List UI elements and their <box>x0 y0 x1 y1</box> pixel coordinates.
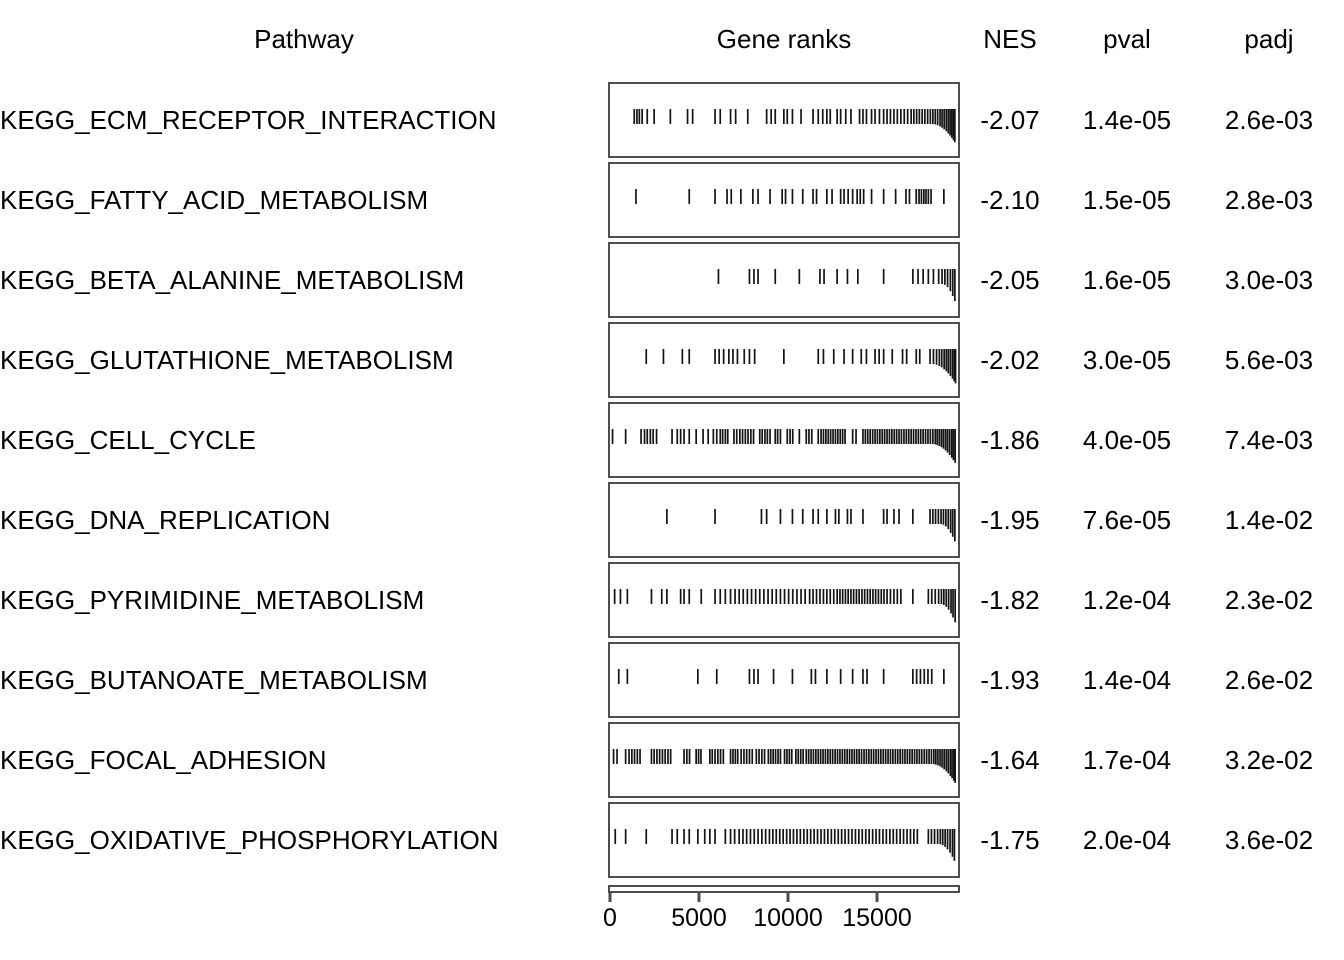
rank-axis-row: 0 5000 10000 15000 <box>0 880 1344 932</box>
pval-value: 1.5e-05 <box>1082 184 1172 215</box>
padj-value: 2.6e-03 <box>1224 104 1314 135</box>
padj-value: 7.4e-03 <box>1224 424 1314 455</box>
padj-value: 3.0e-03 <box>1224 264 1314 295</box>
axis-tick-label: 5000 <box>671 904 727 932</box>
axis-tick-mark <box>875 893 879 902</box>
gene-ranks-panel <box>608 802 960 878</box>
gene-ranks-barcode-plot <box>635 189 945 204</box>
gene-ranks-barcode-plot <box>611 429 956 463</box>
pval-value: 1.4e-04 <box>1082 664 1172 695</box>
column-header-pval: pval <box>1103 23 1151 54</box>
gsea-results-table: Pathway Gene ranks NES pval padj <box>0 0 1344 80</box>
pval-value: 4.0e-05 <box>1082 424 1172 455</box>
axis-tick-label: 15000 <box>842 904 912 932</box>
axis-tick-mark <box>608 893 612 902</box>
padj-value: 3.6e-02 <box>1224 824 1314 855</box>
gene-ranks-panel <box>608 242 960 318</box>
pval-value: 3.0e-05 <box>1082 344 1172 375</box>
pathway-label: KEGG_GLUTATHIONE_METABOLISM <box>0 344 454 375</box>
nes-value: -2.07 <box>980 104 1040 135</box>
pval-value: 1.7e-04 <box>1082 744 1172 775</box>
axis-tick-mark <box>786 893 790 902</box>
pathway-label: KEGG_CELL_CYCLE <box>0 424 256 455</box>
nes-value: -2.10 <box>980 184 1040 215</box>
nes-value: -1.75 <box>980 824 1040 855</box>
gene-ranks-panel <box>608 402 960 478</box>
pathway-label: KEGG_DNA_REPLICATION <box>0 504 331 535</box>
padj-value: 2.3e-02 <box>1224 584 1314 615</box>
pval-value: 1.4e-05 <box>1082 104 1172 135</box>
gene-ranks-cell <box>608 560 960 640</box>
pathway-label: KEGG_OXIDATIVE_PHOSPHORYLATION <box>0 824 499 855</box>
nes-value: -1.93 <box>980 664 1040 695</box>
axis-tick-label: 10000 <box>753 904 823 932</box>
gene-ranks-barcode-plot <box>612 749 956 783</box>
gene-ranks-cell <box>608 80 960 160</box>
nes-value: -1.86 <box>980 424 1040 455</box>
padj-value: 2.8e-03 <box>1224 184 1314 215</box>
gene-ranks-cell <box>608 240 960 320</box>
table-body: KEGG_ECM_RECEPTOR_INTERACTION -2.07 1.4e… <box>0 80 1344 880</box>
gene-ranks-barcode-plot <box>717 269 956 302</box>
gene-ranks-barcode-plot <box>666 509 956 542</box>
pathway-label: KEGG_ECM_RECEPTOR_INTERACTION <box>0 104 497 135</box>
gene-ranks-panel <box>608 322 960 398</box>
axis-tick-label: 0 <box>603 904 617 932</box>
gene-ranks-panel <box>608 562 960 638</box>
nes-value: -2.05 <box>980 264 1040 295</box>
nes-value: -1.95 <box>980 504 1040 535</box>
gene-ranks-barcode-plot <box>614 829 956 861</box>
gene-ranks-panel <box>608 642 960 718</box>
column-header-nes: NES <box>983 23 1037 54</box>
gene-ranks-cell <box>608 800 960 880</box>
pval-value: 1.6e-05 <box>1082 264 1172 295</box>
pval-value: 7.6e-05 <box>1082 504 1172 535</box>
gene-ranks-cell <box>608 640 960 720</box>
nes-value: -1.64 <box>980 744 1040 775</box>
gene-ranks-cell <box>608 160 960 240</box>
gene-ranks-panel <box>608 722 960 798</box>
padj-value: 3.2e-02 <box>1224 744 1314 775</box>
pathway-label: KEGG_PYRIMIDINE_METABOLISM <box>0 584 425 615</box>
padj-value: 2.6e-02 <box>1224 664 1314 695</box>
gene-ranks-cell <box>608 400 960 480</box>
pathway-label: KEGG_BETA_ALANINE_METABOLISM <box>0 264 465 295</box>
pval-value: 1.2e-04 <box>1082 584 1172 615</box>
gene-ranks-panel <box>608 162 960 238</box>
gene-ranks-barcode-plot <box>633 109 956 143</box>
pathway-label: KEGG_FATTY_ACID_METABOLISM <box>0 184 429 215</box>
gene-ranks-panel <box>608 82 960 158</box>
padj-value: 1.4e-02 <box>1224 504 1314 535</box>
pval-value: 2.0e-04 <box>1082 824 1172 855</box>
column-header-padj: padj <box>1244 23 1294 54</box>
gene-ranks-barcode-plot <box>617 669 945 684</box>
nes-value: -2.02 <box>980 344 1040 375</box>
rank-axis-bar <box>608 885 960 893</box>
gene-ranks-cell <box>608 480 960 560</box>
column-header-pathway: Pathway <box>254 23 354 54</box>
padj-value: 5.6e-03 <box>1224 344 1314 375</box>
gene-ranks-cell <box>608 720 960 800</box>
pathway-label: KEGG_FOCAL_ADHESION <box>0 744 327 775</box>
gene-ranks-panel <box>608 482 960 558</box>
axis-tick-mark <box>697 893 701 902</box>
pathway-label: KEGG_BUTANOATE_METABOLISM <box>0 664 428 695</box>
column-header-gene-ranks: Gene ranks <box>716 23 852 54</box>
rank-axis: 0 5000 10000 15000 <box>603 880 960 932</box>
gene-ranks-barcode-plot <box>645 349 957 384</box>
nes-value: -1.82 <box>980 584 1040 615</box>
gene-ranks-cell <box>608 320 960 400</box>
gene-ranks-barcode-plot <box>613 589 956 623</box>
